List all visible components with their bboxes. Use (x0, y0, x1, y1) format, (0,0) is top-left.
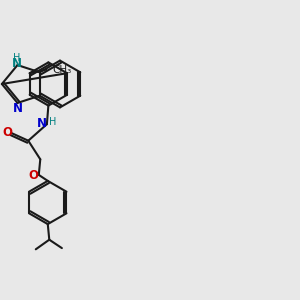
Text: N: N (37, 117, 46, 130)
Text: N: N (12, 57, 22, 70)
Text: H: H (13, 53, 21, 64)
Text: N: N (13, 102, 23, 115)
Text: O: O (2, 126, 12, 139)
Text: H: H (49, 117, 56, 127)
Text: O: O (28, 169, 38, 182)
Text: CH₃: CH₃ (53, 64, 72, 75)
